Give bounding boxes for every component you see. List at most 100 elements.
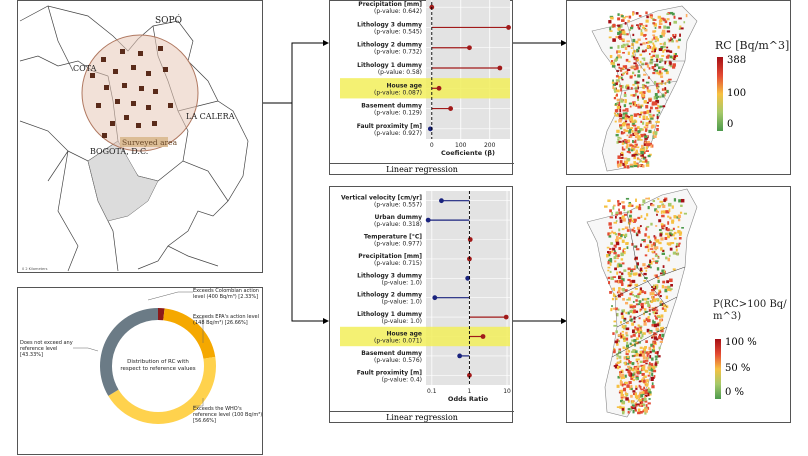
effect-point (457, 353, 463, 359)
category-label: Temperature [°C] (364, 234, 422, 241)
effect-point (467, 45, 472, 51)
legend-colombian-level: Exceeds Colombian action level (400 Bq/m… (193, 288, 259, 300)
highlight-band (340, 78, 510, 99)
legend-no-exceed: Does not exceed any reference level [43.… (20, 340, 73, 358)
donut-center-label-line1: Distribution of RC with (127, 359, 189, 365)
category-label: Lithology 1 dummy (357, 62, 422, 69)
donut-slice-1 (163, 308, 216, 359)
p-value-label: (p-value: 0.715) (374, 260, 422, 267)
effect-point (425, 217, 431, 223)
p-value-label: (p-value: 0.545) (374, 28, 422, 35)
rc-distribution-panel: Distribution of RC with respect to refer… (17, 287, 263, 455)
x-axis-label: Odds Ratio (448, 395, 489, 403)
probability-legend-tick-mid: 50 % (725, 363, 751, 374)
study-area-map: SOPÓ COTA LA CALERA BOGOTÁ, D.C. Surveye… (19, 5, 249, 272)
category-label: Vertical velocity [cm/yr] (341, 195, 422, 202)
category-label: Basement dummy (361, 350, 422, 357)
rc-legend-colorbar (717, 57, 723, 131)
place-label-cota: COTA (73, 64, 97, 73)
probability-map-panel: P(RC>100 Bq/ m^3) 100 % 50 % 0 % (566, 186, 791, 423)
p-value-label: (p-value: 0.927) (374, 130, 422, 137)
rc-prediction-map-panel: RC [Bq/m^3] 388 100 0 (566, 0, 791, 175)
logistic-regression-panel-bottom: 0.1 1 10 Vertical velocity [cm/yr] (p-value:… (329, 186, 514, 423)
house-markers (90, 46, 173, 138)
rc-prediction-map (591, 5, 698, 172)
rc-legend-tick-mid: 100 (727, 88, 747, 99)
effect-point (503, 314, 509, 320)
linear-regression-chart-top: 0 100 200 Precipitation [mm](p-value: 0.642… (340, 0, 511, 157)
category-label: Lithology 2 dummy (357, 292, 422, 299)
x-tick-label: 0 (430, 142, 434, 149)
p-value-label: (p-value: 0.129) (374, 110, 422, 117)
donut-slice-0 (158, 308, 165, 321)
effect-point (432, 295, 438, 301)
place-label-bogota: BOGOTÁ, D.C. (90, 147, 148, 156)
place-label-la-calera: LA CALERA (186, 112, 235, 121)
surveyed-area-label: Surveyed area (122, 138, 178, 147)
plot-background (426, 0, 510, 139)
study-area-map-panel: SOPÓ COTA LA CALERA BOGOTÁ, D.C. Surveye… (17, 0, 263, 273)
legend-who-level: Exceeds the WHO's reference level (100 B… (193, 406, 263, 424)
effect-point (467, 372, 472, 378)
effect-point (497, 65, 503, 71)
probability-legend-tick-max: 100 % (725, 337, 757, 348)
x-axis-label: Coeficiente (β) (441, 149, 495, 157)
p-value-label: (p-value: 0.557) (374, 202, 422, 209)
effect-point (436, 85, 442, 91)
p-value-label: (p-value: 0.318) (374, 221, 422, 228)
p-value-label: (p-value: 1.0) (382, 299, 422, 306)
p-value-label: (p-value: 0.58) (378, 69, 422, 76)
probability-legend-colorbar (715, 339, 721, 399)
category-label: Fault proximity [m] (357, 123, 423, 130)
place-label-sopo: SOPÓ (155, 14, 182, 26)
p-value-label: (p-value: 0.732) (374, 49, 422, 56)
highlight-band (340, 326, 510, 347)
scale-bar-text: 0 2 Kilometers (22, 267, 48, 271)
rc-legend-title: RC [Bq/m^3] (715, 39, 790, 52)
p-value-label: (p-value: 1.0) (382, 279, 422, 286)
category-label: Lithology 1 dummy (357, 311, 422, 318)
p-value-label: (p-value: 0.071) (374, 338, 422, 345)
x-tick-label: 10 (503, 388, 511, 395)
donut-slice-2 (108, 356, 216, 424)
category-label: Lithology 2 dummy (357, 42, 422, 49)
effect-point (439, 198, 444, 204)
rc-donut-chart: Distribution of RC with respect to refer… (73, 291, 216, 424)
category-label: Precipitation [mm] (358, 253, 422, 260)
legend-epa-level: Exceeds EPA's action level (148 Bq/m³) [… (193, 314, 260, 326)
donut-center-label-line2: respect to reference values (120, 366, 195, 372)
effect-point (467, 237, 473, 242)
p-value-label: (p-value: 0.4) (382, 376, 422, 383)
category-label: Basement dummy (361, 103, 422, 110)
rc-legend-tick-max: 388 (727, 55, 747, 66)
category-label: Precipitation [mm] (358, 1, 422, 8)
probability-map (586, 188, 698, 418)
effect-point (506, 25, 511, 30)
x-tick-label: 1 (468, 388, 472, 395)
category-label: Fault proximity [m] (357, 369, 423, 376)
linear-regression-panel-top: 0 100 200 Precipitation [mm] (p-value: 0.642… (329, 0, 514, 175)
donut-slice-3 (100, 308, 158, 396)
effect-point (480, 334, 486, 339)
category-label: House age (386, 82, 422, 89)
p-value-label: (p-value: 0.977) (374, 241, 422, 248)
probability-legend-tick-min: 0 % (725, 387, 745, 398)
plot-background (426, 191, 510, 385)
category-label: Urban dummy (374, 214, 422, 221)
p-value-label: (p-value: 0.087) (374, 89, 422, 96)
effect-point (465, 275, 471, 281)
p-value-label: (p-value: 0.576) (374, 357, 422, 364)
category-label: Lithology 3 dummy (357, 21, 422, 28)
p-value-label: (p-value: 0.642) (374, 8, 422, 15)
rc-legend-tick-min: 0 (727, 119, 734, 130)
effect-point (448, 106, 454, 111)
x-tick-label: 200 (484, 142, 496, 149)
caption-top: Linear regression (330, 163, 514, 174)
x-tick-label: 100 (455, 142, 467, 149)
probability-legend-title: P(RC>100 Bq/ m^3) (713, 299, 787, 322)
p-value-label: (p-value: 1.0) (382, 318, 422, 325)
category-label: House age (386, 331, 422, 338)
caption-bottom: Linear regression (330, 411, 514, 422)
